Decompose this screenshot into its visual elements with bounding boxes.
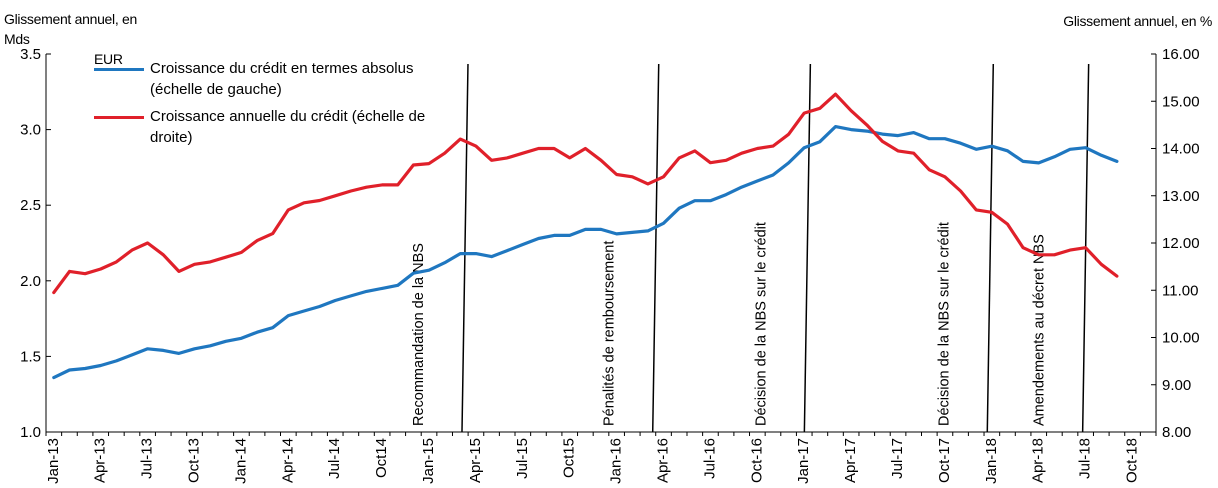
series-line-annual xyxy=(52,92,1119,295)
x-axis-tick-label: Apr-18 xyxy=(1030,438,1047,483)
left-axis-tick-label: 2.0 xyxy=(20,273,41,290)
annotations: Recommandation de la NBS Pénalités de rem… xyxy=(411,63,1090,433)
annotation-label: Amendements au décret NBS xyxy=(1032,234,1048,426)
right-axis-title: Glissement annuel, en % xyxy=(1063,13,1212,29)
x-axis-tick-label: Jan-17 xyxy=(795,438,812,484)
series-group xyxy=(52,92,1119,380)
right-axis-tick-label: 12.00 xyxy=(1162,235,1200,252)
annotation-line xyxy=(986,63,995,433)
legend-swatch-red xyxy=(94,116,144,119)
left-axis-title-line1: Glissement annuel, en Mds xyxy=(4,11,138,47)
x-axis-tick-label: Oct-13 xyxy=(186,438,203,483)
x-axis-tick-label: Jan-15 xyxy=(420,438,437,484)
x-axis-tick-label: Jul-14 xyxy=(326,438,343,479)
right-axis-tick-label: 8.00 xyxy=(1162,424,1191,441)
left-axis-tick-label: 1.0 xyxy=(20,424,41,441)
x-axis-tick-label: Oct15 xyxy=(561,438,578,478)
right-axis-tick-label: 9.00 xyxy=(1162,377,1191,394)
annotation-label: Décision de la NBS sur le crédit xyxy=(753,222,769,426)
x-axis-tick-label: Apr-16 xyxy=(655,438,672,483)
right-axis-tick-label: 15.00 xyxy=(1162,93,1200,110)
left-axis-tick-label: 3.5 xyxy=(20,46,41,63)
x-axis-tick-label: Apr-14 xyxy=(279,438,296,483)
legend-label-annual: Croissance annuelle du crédit (échelle d… xyxy=(150,108,426,146)
x-axis-tick-label: Jul-18 xyxy=(1077,438,1094,479)
right-axis-tick-label: 16.00 xyxy=(1162,46,1200,63)
legend: Croissance du crédit en termes absolus (… xyxy=(94,58,460,154)
x-axis-tick-label: Jul-15 xyxy=(514,438,531,479)
x-axis-tick-label: Oct14 xyxy=(373,438,390,478)
x-axis-tick-label: Apr-13 xyxy=(92,438,109,483)
x-axis-tick-label: Jan-14 xyxy=(232,438,249,484)
left-axis-title-line2: EUR xyxy=(94,51,123,67)
right-axis-tick-label: 11.00 xyxy=(1162,282,1198,299)
legend-swatch-blue xyxy=(94,68,144,71)
x-axis-tick-label: Apr-17 xyxy=(842,438,859,483)
x-axis-tick-label: Apr-15 xyxy=(467,438,484,483)
axes: 1.0 1.5 2.0 2.5 3.0 3.5 8.00 9.00 10.00 11.00 12.0… xyxy=(20,46,1199,484)
right-axis-tick-label: 10.00 xyxy=(1162,330,1200,347)
annotation-label: Recommandation de la NBS xyxy=(411,243,427,426)
left-axis-tick-label: 3.0 xyxy=(20,122,41,139)
x-axis-tick-label: Jan-13 xyxy=(45,438,62,484)
x-axis-tick-label: Oct-18 xyxy=(1124,438,1141,483)
annotation-line xyxy=(803,63,812,433)
x-axis-tick-label: Jul-13 xyxy=(139,438,156,479)
left-axis-tick-label: 2.5 xyxy=(20,197,41,214)
x-axis-tick-label: Jul-17 xyxy=(889,438,906,479)
right-axis-tick-label: 14.00 xyxy=(1162,141,1200,158)
annotation-label: Décision de la NBS sur le crédit xyxy=(936,222,952,426)
left-axis-tick-label: 1.5 xyxy=(20,348,41,365)
left-axis-title: Glissement annuel, en Mds EUR xyxy=(4,9,164,69)
annotation-line xyxy=(651,63,660,433)
right-axis-tick-label: 13.00 xyxy=(1162,188,1200,205)
annotation-label: Pénalités de remboursement xyxy=(602,241,618,426)
series-line-absolute xyxy=(52,124,1119,380)
x-axis-tick-label: Oct-17 xyxy=(936,438,953,483)
x-axis-tick-label: Jan-18 xyxy=(983,438,1000,484)
x-axis-tick-label: Jul-16 xyxy=(701,438,718,479)
legend-item-annual: Croissance annuelle du crédit (échelle d… xyxy=(94,106,460,148)
x-axis-tick-label: Oct-16 xyxy=(748,438,765,483)
x-axis-tick-label: Jan-16 xyxy=(608,438,625,484)
annotation-line xyxy=(461,63,469,433)
legend-label-absolute: Croissance du crédit en termes absolus (… xyxy=(150,60,414,98)
legend-item-absolute: Croissance du crédit en termes absolus (… xyxy=(94,58,460,100)
